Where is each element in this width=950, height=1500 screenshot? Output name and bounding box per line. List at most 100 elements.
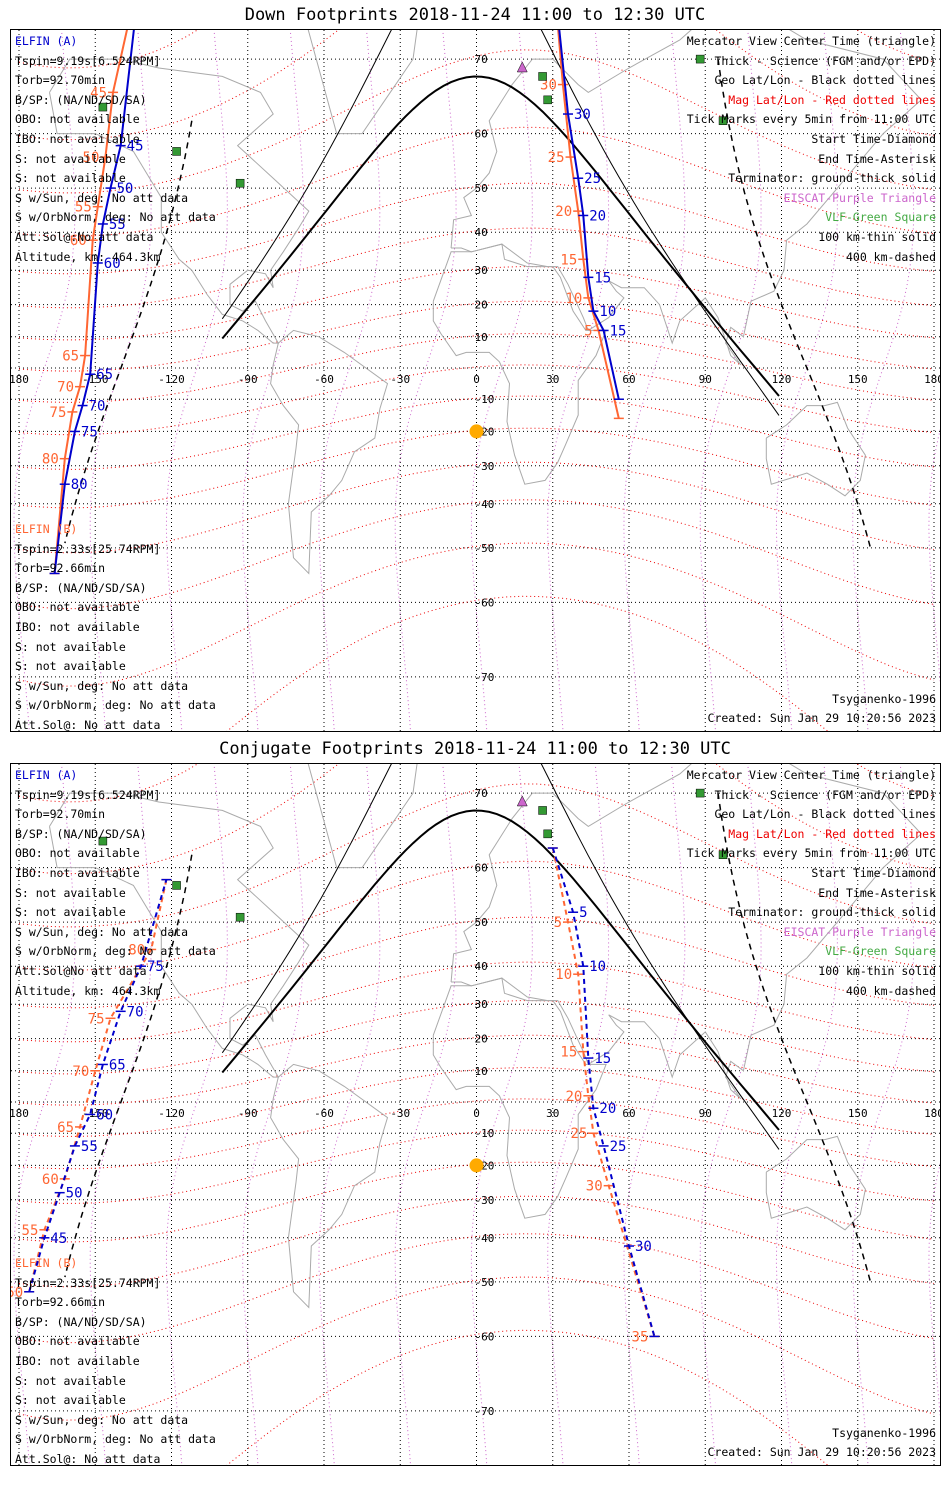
lat-tick-label: 40: [475, 226, 488, 239]
terminator-ground: [221, 809, 780, 1131]
info-line: Thick - Science (FGM and/or EPD): [714, 53, 936, 68]
track-time-label: 10: [555, 967, 572, 983]
lon-tick-label: -30: [390, 1107, 410, 1120]
terminator-400km: [64, 120, 193, 544]
lat-tick-label: 20: [475, 299, 488, 312]
lon-tick-label: 180: [924, 1107, 941, 1120]
track-time-label: 60: [42, 1172, 59, 1188]
mag-parallel: [18, 860, 935, 971]
track-time-label: 65: [57, 1120, 74, 1136]
track-time-label: 30: [635, 1239, 652, 1255]
info-line: OBO: not available: [15, 846, 140, 861]
info-line: IBO: not available: [15, 865, 140, 880]
track-time-label: 50: [117, 181, 134, 197]
lat-tick-label: -50: [475, 542, 495, 555]
mag-parallel: [18, 916, 935, 1009]
info-line: VLF-Green Square: [825, 210, 936, 225]
info-line: Tick Marks every 5min from 11:00 UTC: [686, 112, 936, 127]
mag-parallel: [18, 182, 935, 275]
elfin-b-info: ELFIN (B) Tspin=2.33s[25.74RPM] Torb=92.66…: [15, 520, 216, 731]
lon-tick-label: 30: [546, 1107, 559, 1120]
info-line: OBO: not available: [15, 600, 140, 615]
info-line: Tspin=2.33s[25.74RPM]: [15, 1275, 161, 1290]
elfin-a-info: ELFIN (A) Tspin=9.19s[6.524RPM] Torb=92.70…: [15, 32, 216, 267]
elfin-b-track: [53, 30, 128, 574]
info-line: Start Time-Diamond: [811, 131, 936, 146]
lon-tick-label: -150: [82, 1107, 109, 1120]
model-and-created: Tsyganenko-1996 Created: Sun Jan 29 10:2…: [708, 690, 936, 729]
track-time-label: 20: [555, 204, 572, 220]
coastline: [49, 58, 310, 344]
track-time-label: 25: [548, 150, 565, 166]
lat-tick-label: 60: [475, 128, 488, 141]
info-line: Mercator View Center Time (triangle): [686, 768, 936, 782]
mag-parallel: [18, 783, 935, 928]
info-line: ELFIN (A): [15, 34, 78, 48]
mag-parallel: [18, 395, 935, 470]
track-time-label: 70: [89, 399, 106, 415]
info-line: Geo Lat/Lon - Black dotted lines: [714, 807, 936, 822]
lon-tick-label: 60: [622, 1107, 635, 1120]
elfin-a-track: [53, 30, 135, 574]
lon-tick-label: -90: [238, 1107, 258, 1120]
track-time-label: 80: [128, 942, 145, 958]
track-time-label: 60: [104, 256, 121, 272]
model-and-created: Tsyganenko-1996 Created: Sun Jan 29 10:2…: [708, 1424, 936, 1463]
info-line: Tick Marks every 5min from 11:00 UTC: [686, 846, 936, 861]
conjugate-footprints-map: 180 -150 -120 -90 -60 -30 0 30 60 90 120 150 180 70 60…: [10, 763, 941, 1466]
track-time-label: 20: [565, 1089, 582, 1105]
lat-tick-label: -30: [475, 460, 495, 473]
lat-tick-label: 10: [475, 1065, 488, 1078]
coastline: [432, 977, 607, 1219]
coastline: [270, 1063, 389, 1309]
lon-tick-label: 30: [546, 373, 559, 386]
info-line: Att.Sol@: No att data: [15, 1451, 161, 1466]
coastline: [432, 243, 607, 485]
elfin-b-track: [557, 30, 620, 419]
track-time-label: 20: [599, 1101, 616, 1117]
info-line: End Time-Asterisk: [818, 151, 936, 166]
info-line: Terminator: ground-thick solid: [728, 171, 936, 186]
lat-tick-label: -40: [475, 498, 495, 511]
info-line: Altitude, km: 464.3km: [15, 249, 161, 264]
mag-parallel: [18, 1195, 935, 1288]
coastline: [49, 792, 310, 1078]
info-line: S: not available: [15, 171, 126, 186]
info-line: ELFIN (B): [15, 1256, 78, 1270]
elfin-b-track: [551, 847, 656, 1337]
info-line: Att.Sol@No att data: [15, 963, 147, 978]
track-time-label: 30: [574, 107, 591, 123]
track-time-label: 75: [81, 424, 98, 440]
info-line: IBO: not available: [15, 131, 140, 146]
track-time-label: 10: [565, 291, 582, 307]
lat-tick-label: -60: [475, 1330, 495, 1343]
info-line: Tspin=2.33s[25.74RPM]: [15, 541, 161, 556]
lon-tick-label: 120: [772, 1107, 792, 1120]
coastline: [307, 764, 418, 869]
track-time-label: 15: [560, 252, 577, 268]
lat-tick-label: 70: [475, 787, 488, 800]
vlf-square-icon: [718, 116, 728, 126]
info-line: S: not available: [15, 659, 126, 674]
track-time-label: 30: [586, 1179, 603, 1195]
down-footprints-map: 180 -150 -120 -90 -60 -30 0 30 60 90 120 150 180 70 60…: [10, 29, 941, 732]
sun-icon: [469, 424, 484, 439]
map-legend: Mercator View Center Time (triangle) Thic…: [687, 766, 936, 1001]
track-time-label: 65: [96, 367, 113, 383]
lon-tick-label: 0: [473, 1107, 480, 1120]
info-line: Torb=92.66min: [15, 1295, 106, 1310]
lat-tick-label: -30: [475, 1194, 495, 1207]
vlf-square-icon: [695, 54, 705, 64]
track-time-label: 60: [70, 233, 87, 249]
lat-tick-label: 70: [475, 53, 488, 66]
track-time-label: 50: [11, 1285, 23, 1301]
info-line: S w/Sun, deg: No att data: [15, 678, 189, 693]
track-time-label: 55: [75, 200, 92, 216]
panel-title-down: Down Footprints 2018-11-24 11:00 to 12:3…: [244, 5, 706, 25]
lat-tick-label: -10: [475, 1127, 495, 1140]
info-line: S: not available: [15, 885, 126, 900]
vlf-square-icon: [543, 829, 552, 839]
down-map-canvas: 180 -150 -120 -90 -60 -30 0 30 60 90 120 150 1807060…: [11, 30, 940, 731]
track-time-label: 15: [560, 1045, 577, 1061]
track-time-label: 25: [584, 171, 601, 187]
